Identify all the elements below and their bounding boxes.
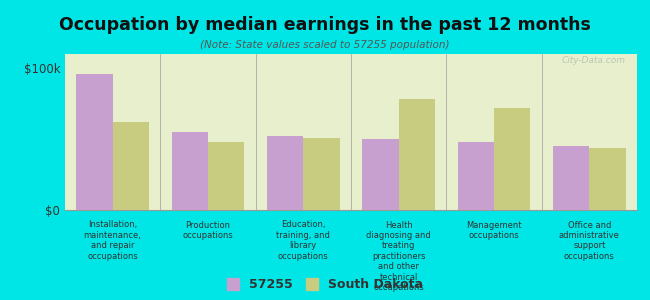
Bar bbox=[172, 132, 208, 210]
Text: City-Data.com: City-Data.com bbox=[562, 56, 625, 64]
Legend: 57255, South Dakota: 57255, South Dakota bbox=[224, 276, 426, 294]
Text: Education,
training, and
library
occupations: Education, training, and library occupat… bbox=[276, 220, 330, 261]
Bar bbox=[553, 146, 590, 210]
Bar bbox=[398, 99, 435, 210]
Bar bbox=[363, 139, 398, 210]
Bar bbox=[267, 136, 304, 210]
Text: Occupation by median earnings in the past 12 months: Occupation by median earnings in the pas… bbox=[59, 16, 591, 34]
Bar bbox=[458, 142, 494, 210]
Text: Installation,
maintenance,
and repair
occupations: Installation, maintenance, and repair oc… bbox=[84, 220, 142, 261]
Text: Production
occupations: Production occupations bbox=[183, 220, 233, 240]
Bar bbox=[304, 138, 339, 210]
Text: (Note: State values scaled to 57255 population): (Note: State values scaled to 57255 popu… bbox=[200, 40, 450, 50]
Text: Office and
administrative
support
occupations: Office and administrative support occupa… bbox=[559, 220, 619, 261]
Bar bbox=[590, 148, 625, 210]
Bar bbox=[208, 142, 244, 210]
Bar bbox=[77, 74, 112, 210]
Bar bbox=[112, 122, 149, 210]
Text: Management
occupations: Management occupations bbox=[466, 220, 522, 240]
Text: Health
diagnosing and
treating
practitioners
and other
technical
occupations: Health diagnosing and treating practitio… bbox=[367, 220, 431, 292]
Bar bbox=[494, 108, 530, 210]
